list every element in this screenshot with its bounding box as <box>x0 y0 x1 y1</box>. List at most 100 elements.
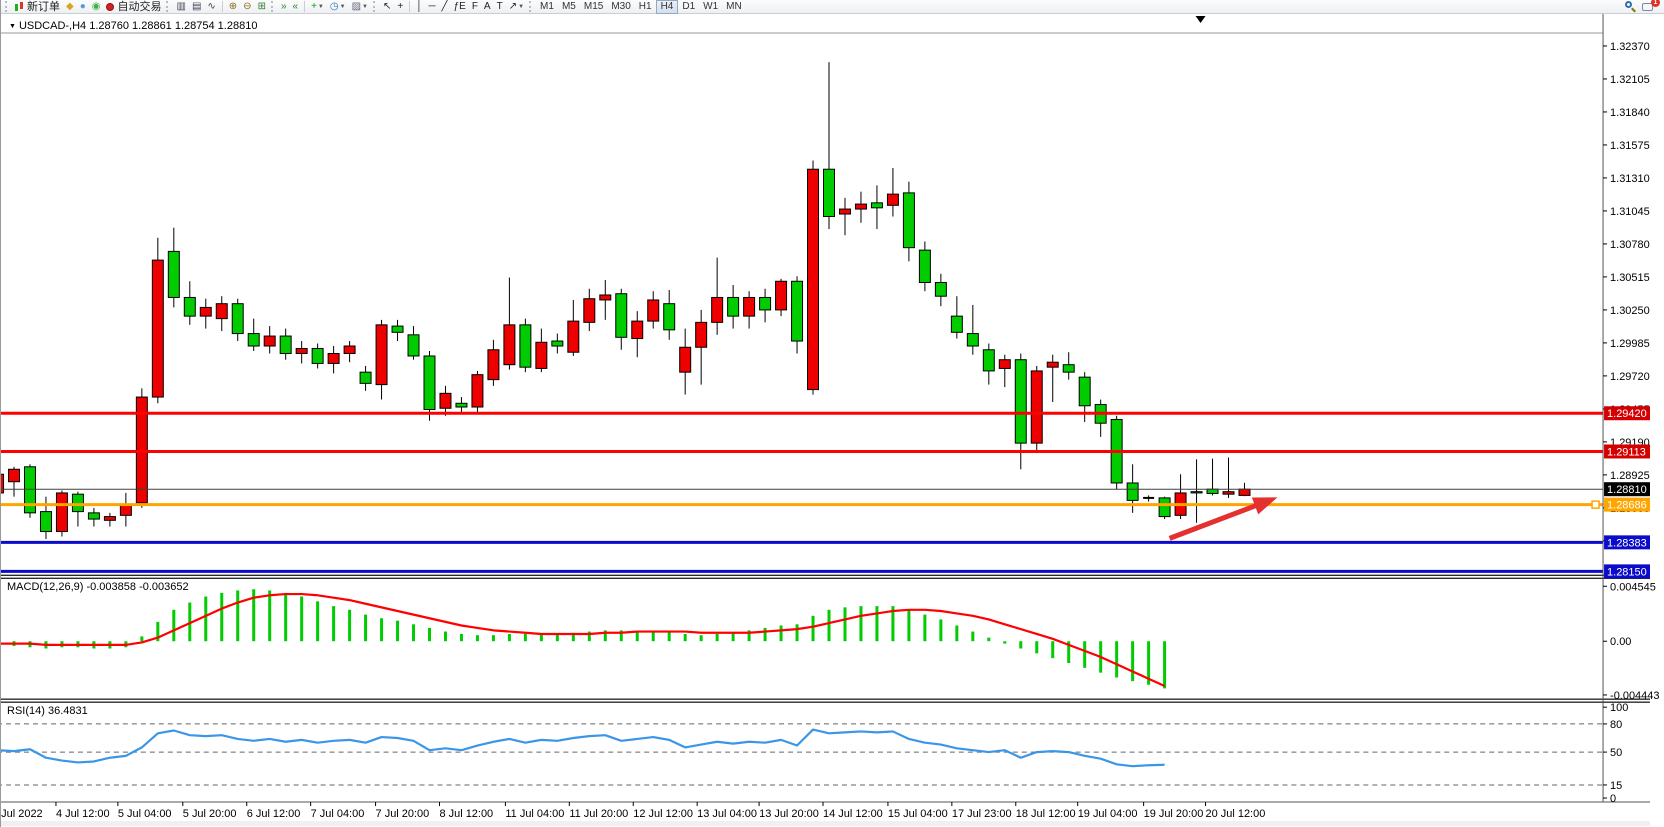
price-badge <box>1604 535 1650 550</box>
text-icon[interactable]: A <box>481 0 494 13</box>
chat-icon[interactable]: 1 <box>1639 0 1662 13</box>
price-tick-label: 1.31045 <box>1610 206 1650 218</box>
timeframe-button-d1[interactable]: D1 <box>682 1 696 12</box>
chart-shift-icon: « <box>292 0 299 12</box>
time-tick-label: 19 Jul 04:00 <box>1078 808 1138 820</box>
vertical-line-icon[interactable]: │ <box>413 0 425 13</box>
candle <box>695 309 708 385</box>
crosshair-icon[interactable]: + <box>394 0 406 13</box>
signals-icon: ◉ <box>91 0 101 12</box>
candle <box>167 227 180 308</box>
timeframe-button-w1[interactable]: W1 <box>703 1 719 12</box>
time-tick-label: 7 Jul 20:00 <box>376 808 430 820</box>
tile-windows-icon[interactable]: ⊞ <box>255 0 269 13</box>
candle <box>423 350 436 421</box>
timeframe-button-m30[interactable]: M30 <box>611 1 631 12</box>
search-icon <box>1625 1 1636 13</box>
candle <box>1046 354 1059 403</box>
annotation-arrow[interactable] <box>1168 501 1262 541</box>
timeframe-button-m5[interactable]: M5 <box>561 1 576 12</box>
rsi-axis-label: 50 <box>1610 747 1622 759</box>
chart-canvas[interactable]: 1.32370 1.32105 1.31840 1.31575 1.31310 1.310… <box>1 14 1664 826</box>
candle <box>599 280 612 320</box>
signals-icon[interactable]: ◉ <box>89 0 104 13</box>
candle <box>934 273 947 307</box>
time-tick-label: 13 Jul 20:00 <box>759 808 819 820</box>
time-tick-label: 20 Jul 12:00 <box>1206 808 1266 820</box>
timeframe-button-m15[interactable]: M15 <box>583 1 604 12</box>
timeframe-button-h1[interactable]: H1 <box>638 1 652 12</box>
line-chart-icon[interactable]: ∿ <box>204 0 218 13</box>
candle <box>966 304 979 355</box>
price-badge-label: 1.28810 <box>1607 484 1647 496</box>
bar-chart-icon[interactable]: ▥ <box>173 0 188 13</box>
arrows-icon[interactable]: ↗ ▼ <box>506 0 527 13</box>
autotrade-button[interactable]: 自动交易 <box>103 0 164 13</box>
chart-shift-marker-icon[interactable] <box>1195 15 1206 23</box>
timeframe-button-mn[interactable]: MN <box>726 1 742 12</box>
equidistant-channel-icon[interactable]: ƒE <box>451 0 469 13</box>
templates-icon[interactable]: ▨ ▼ <box>349 0 371 13</box>
candle <box>631 311 644 358</box>
horizontal-line-icon: ─ <box>428 0 436 12</box>
periods-icon[interactable]: ◷ ▼ <box>327 0 349 13</box>
time-tick-label: 17 Jul 23:00 <box>952 808 1012 820</box>
community-icon[interactable]: ● <box>77 0 89 13</box>
horizontal-line-icon[interactable]: ─ <box>425 0 438 13</box>
candlestick-chart-icon[interactable]: ▤ <box>189 0 204 13</box>
rsi-axis-label: 15 <box>1610 780 1622 792</box>
text-label-icon[interactable]: T <box>494 0 506 13</box>
trendline-icon: ╱ <box>441 0 448 12</box>
time-tick-label: 7 Jul 04:00 <box>311 808 365 820</box>
auto-scroll-icon[interactable]: » <box>278 0 290 13</box>
crosshair-icon: + <box>397 0 404 12</box>
price-tick-label: 1.29720 <box>1610 371 1650 383</box>
candle <box>1143 495 1155 502</box>
price-badge <box>1604 497 1650 512</box>
time-tick-label: 11 Jul 04:00 <box>505 808 564 820</box>
new-order-button[interactable]: 新订单 <box>12 0 63 13</box>
trendline-icon[interactable]: ╱ <box>439 0 451 13</box>
zoom-in-icon[interactable]: ⊕ <box>226 0 240 13</box>
candle <box>343 341 356 363</box>
candle <box>103 512 116 527</box>
candle <box>503 277 516 370</box>
annotation-arrow-head[interactable] <box>1251 497 1278 515</box>
candle <box>311 343 324 369</box>
indicators-icon: + <box>311 0 317 12</box>
candle <box>183 281 196 325</box>
dropdown-caret-icon: ▼ <box>518 3 525 10</box>
hline-handle[interactable] <box>1591 500 1600 509</box>
price-tick-label: 1.30515 <box>1610 272 1650 284</box>
candle <box>135 388 148 508</box>
metaquotes-icon[interactable]: ◆ <box>63 0 77 13</box>
time-tick-label: 11 Jul 20:00 <box>569 808 628 820</box>
indicators-icon[interactable]: + ▼ <box>308 0 327 13</box>
candle <box>551 333 564 354</box>
fibonacci-icon[interactable]: F <box>469 0 481 13</box>
price-badge-label: 1.29113 <box>1607 446 1646 458</box>
candle <box>663 289 676 340</box>
price-badge-label: 1.28150 <box>1607 566 1647 578</box>
candle <box>743 291 756 329</box>
timeframe-button-m1[interactable]: M1 <box>540 1 554 12</box>
candle <box>263 326 276 354</box>
candle <box>775 278 788 317</box>
candle <box>982 343 995 385</box>
time-tick-label: 18 Jul 12:00 <box>1016 808 1076 820</box>
timeframe-button-h4[interactable]: H4 <box>655 0 679 14</box>
candle <box>471 370 484 413</box>
cursor-icon[interactable]: ↖ <box>380 0 394 13</box>
candle <box>23 464 36 518</box>
candle <box>950 296 963 339</box>
candle <box>87 507 100 527</box>
candle <box>647 291 660 329</box>
candle <box>1062 352 1075 380</box>
search-icon[interactable] <box>1622 0 1639 13</box>
candle <box>231 298 244 342</box>
zoom-out-icon[interactable]: ⊖ <box>240 0 254 13</box>
chart-shift-icon[interactable]: « <box>290 0 302 13</box>
new-order-button-label: 新订单 <box>27 0 60 13</box>
candle <box>854 191 867 223</box>
